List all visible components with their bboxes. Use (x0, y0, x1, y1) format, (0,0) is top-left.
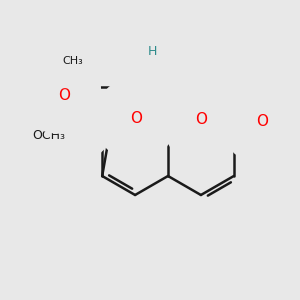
Text: O: O (67, 114, 79, 129)
Text: O: O (195, 112, 207, 127)
Text: CH₃: CH₃ (63, 56, 83, 66)
Text: O: O (138, 54, 150, 69)
Text: O: O (58, 88, 70, 103)
Text: O: O (256, 114, 268, 129)
Text: O: O (130, 111, 142, 126)
Text: OCH₃: OCH₃ (32, 129, 65, 142)
Text: H: H (148, 45, 158, 58)
